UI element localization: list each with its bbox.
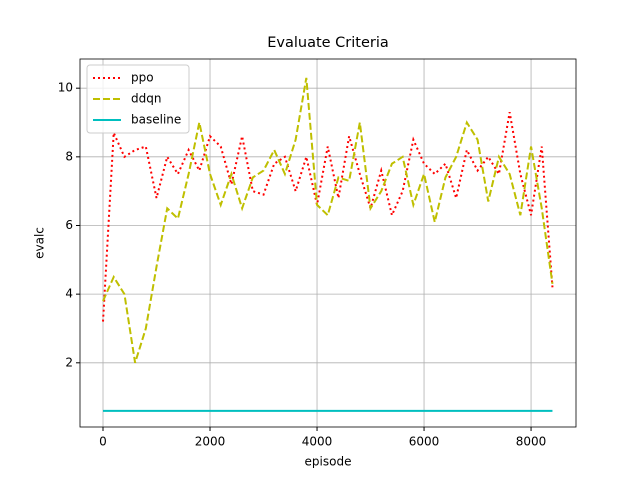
chart-title: Evaluate Criteria: [267, 35, 389, 51]
x-tick-label: 8000: [516, 435, 547, 449]
x-tick-label: 4000: [302, 435, 333, 449]
y-tick-label: 10: [58, 81, 73, 95]
y-tick-label: 2: [65, 355, 73, 369]
y-axis-label: evalc: [33, 227, 47, 259]
legend-box: [86, 64, 190, 134]
legend-label: baseline: [131, 113, 181, 127]
legend-label: ddqn: [131, 92, 161, 106]
plot-frame: [79, 58, 577, 428]
series-line: [102, 77, 554, 364]
x-tick-label: 6000: [409, 435, 440, 449]
x-axis-label: episode: [305, 455, 352, 469]
legend-label: ppo: [131, 71, 154, 85]
y-tick-label: 6: [65, 218, 73, 232]
y-tick-label: 4: [65, 287, 73, 301]
y-tick-label: 8: [65, 149, 73, 163]
x-tick-label: 0: [99, 435, 107, 449]
series-line: [102, 112, 554, 322]
x-tick-label: 2000: [195, 435, 226, 449]
